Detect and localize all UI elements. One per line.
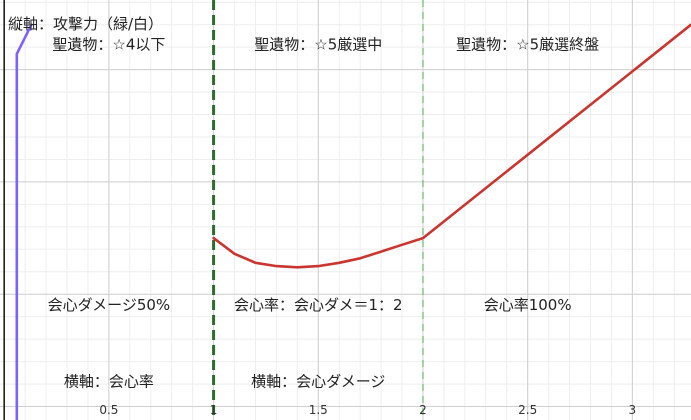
annotation: 横軸：会心ダメージ	[251, 372, 385, 390]
x-tick-label: 1	[210, 403, 218, 417]
annotation: 会心率：会心ダメ＝1：2	[234, 296, 403, 314]
series-line	[15, 23, 33, 420]
x-tick-label: 2	[419, 403, 427, 417]
tick-labels: 0.511.522.530.511.52	[99, 403, 637, 417]
annotation: 会心ダメージ50%	[48, 296, 171, 314]
x-tick-label: 3	[629, 403, 637, 417]
annotation: 横軸：会心率	[64, 372, 154, 390]
region-divider-lines	[212, 0, 424, 420]
annotation: 聖遺物：☆5厳選中	[254, 35, 382, 53]
y-axis-label: 縦軸：攻撃力（緑/白）	[8, 15, 163, 33]
x-tick-label: 2.5	[518, 403, 537, 417]
series-lines	[15, 23, 691, 420]
annotation: 聖遺物：☆5厳選終盤	[456, 35, 599, 53]
annotation: 聖遺物：☆4以下	[52, 35, 165, 53]
annotation: 会心率100%	[484, 296, 572, 314]
x-tick-label: 0.5	[99, 403, 118, 417]
x-tick-label: 1.5	[309, 403, 328, 417]
series-line	[212, 23, 691, 269]
